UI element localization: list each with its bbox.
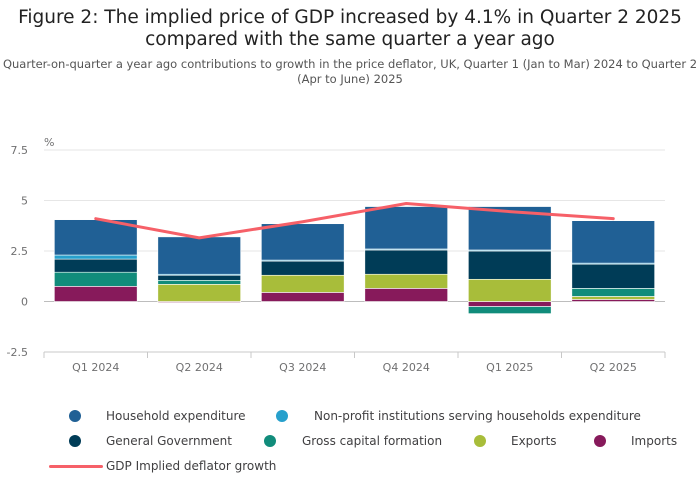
- bar-segment-general-government: [261, 260, 345, 276]
- bar-segment-household-expenditure: [54, 219, 138, 256]
- bar-segment-household-expenditure: [157, 236, 241, 275]
- bar-segment-imports: [468, 301, 552, 307]
- bar-segment-imports: [364, 288, 448, 302]
- bar-segment-general-government: [571, 263, 655, 289]
- chart-title: Figure 2: The implied price of GDP incre…: [18, 7, 682, 50]
- bar-segment-imports: [261, 292, 345, 302]
- y-tick-label: 0: [21, 296, 28, 309]
- bar-segment-gross-capital-formation: [157, 279, 241, 285]
- bar-segment-exports: [468, 278, 552, 302]
- x-tick-label: Q2 2024: [176, 361, 223, 374]
- y-tick-label: 5: [21, 195, 28, 208]
- x-tick-label: Q2 2025: [590, 361, 637, 374]
- y-tick-label: 2.5: [11, 245, 29, 258]
- bar-segment-imports: [571, 299, 655, 302]
- bar-segment-exports: [364, 273, 448, 289]
- bar-segment-general-government: [468, 250, 552, 280]
- bar-segment-household-expenditure: [364, 206, 448, 250]
- y-tick-label: -2.5: [7, 346, 28, 359]
- bar-segment-exports: [571, 296, 655, 300]
- bar-segment-household-expenditure: [571, 220, 655, 264]
- line-gdp-implied-deflator-growth: [94, 202, 615, 240]
- x-tick-label: Q4 2024: [383, 361, 430, 374]
- bar-segment-non-profit-institutions-serving-households-expenditure: [54, 254, 138, 260]
- bar-segment-imports: [54, 286, 138, 302]
- bar-segment-household-expenditure: [261, 223, 345, 261]
- bar-segment-exports: [157, 284, 241, 302]
- bar-segment-general-government: [364, 249, 448, 275]
- chart-subtitle: Quarter-on-quarter a year ago contributi…: [2, 57, 698, 86]
- x-tick-label: Q1 2024: [72, 361, 119, 374]
- bar-segment-gross-capital-formation: [571, 288, 655, 297]
- bar-segment-gross-capital-formation: [54, 271, 138, 287]
- x-tick-label: Q1 2025: [486, 361, 533, 374]
- x-tick-label: Q3 2024: [279, 361, 326, 374]
- bar-segment-general-government: [157, 274, 241, 281]
- y-tick-label: 7.5: [11, 144, 29, 157]
- bar-segment-exports: [261, 274, 345, 293]
- bar-segment-gross-capital-formation: [468, 306, 552, 314]
- y-axis-label: %: [44, 136, 54, 149]
- bar-segment-general-government: [54, 258, 138, 273]
